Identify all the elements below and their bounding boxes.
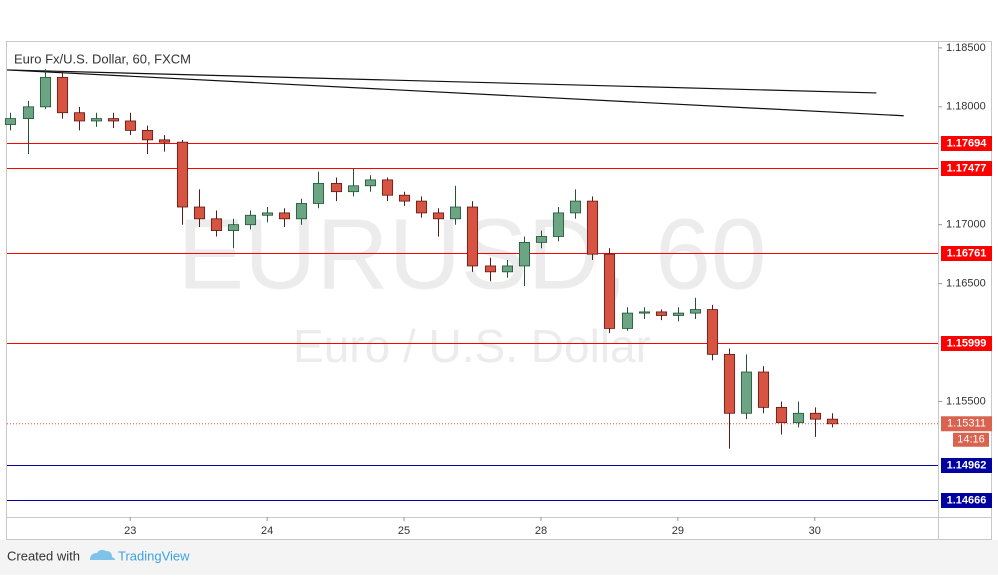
candle-body bbox=[792, 412, 805, 424]
footer-prefix: Created with bbox=[7, 548, 80, 563]
candle-body bbox=[107, 118, 120, 122]
footer-brand[interactable]: TradingView bbox=[118, 548, 190, 563]
candle-body bbox=[158, 139, 171, 143]
countdown-label: 14:16 bbox=[957, 434, 985, 446]
trend-line bbox=[6, 69, 904, 117]
y-tick-label: 1.16500 bbox=[946, 278, 986, 290]
trend-line bbox=[6, 69, 877, 94]
candle-body bbox=[347, 185, 360, 193]
y-tick-label: 1.17000 bbox=[946, 219, 986, 231]
y-tick-label: 1.18000 bbox=[946, 101, 986, 113]
candle-body bbox=[535, 236, 548, 243]
plot bbox=[4, 69, 938, 501]
level-label: 1.15999 bbox=[947, 337, 987, 349]
candle-body bbox=[501, 265, 514, 273]
level-label: 1.14962 bbox=[947, 459, 987, 471]
candle-body bbox=[124, 120, 137, 131]
candle-body bbox=[775, 406, 788, 424]
candle-body bbox=[484, 265, 497, 273]
x-tick-label: 24 bbox=[261, 525, 273, 537]
footer-bg bbox=[0, 540, 998, 575]
candle-body bbox=[210, 218, 223, 231]
candle-body bbox=[518, 241, 531, 267]
candle-body bbox=[176, 141, 189, 208]
candle-body bbox=[552, 212, 565, 237]
candle-body bbox=[432, 212, 445, 220]
level-label-bg bbox=[941, 458, 992, 473]
level-label: 1.17477 bbox=[947, 162, 987, 174]
candle-body bbox=[261, 212, 274, 216]
level-label-bg bbox=[941, 161, 992, 176]
level-label: 1.14666 bbox=[947, 494, 987, 506]
candle-body bbox=[4, 118, 17, 125]
candle-body bbox=[740, 371, 753, 414]
x-tick-label: 25 bbox=[398, 525, 410, 537]
candle-body bbox=[227, 224, 240, 231]
candle-body bbox=[312, 183, 325, 204]
candle-body bbox=[466, 206, 479, 267]
candle-body bbox=[295, 203, 308, 220]
candle-body bbox=[244, 214, 257, 226]
x-tick-label: 29 bbox=[672, 525, 684, 537]
last-price-label: 1.15311 bbox=[947, 418, 986, 430]
frame bbox=[6, 41, 992, 540]
candle-body bbox=[603, 253, 616, 329]
candle-body bbox=[278, 212, 291, 220]
candle-body bbox=[141, 129, 154, 141]
candle-body bbox=[757, 371, 770, 408]
candle-body bbox=[381, 179, 394, 196]
watermark-description: Euro / U.S. Dollar bbox=[293, 320, 651, 372]
candle-body bbox=[723, 353, 736, 414]
candle-body bbox=[569, 200, 582, 214]
candle-body bbox=[330, 183, 343, 193]
candle-body bbox=[364, 179, 377, 187]
level-label-bg bbox=[941, 493, 992, 508]
candle-body bbox=[90, 118, 103, 122]
chart-title: Euro Fx/U.S. Dollar, 60, FXCM bbox=[14, 51, 191, 66]
last-price-bg bbox=[941, 416, 992, 432]
level-label: 1.16761 bbox=[947, 247, 987, 259]
x-tick-label: 30 bbox=[809, 525, 821, 537]
candle-body bbox=[398, 194, 411, 202]
candle-body bbox=[39, 76, 52, 108]
y-tick-label: 1.18500 bbox=[946, 42, 986, 54]
tradingview-logo[interactable] bbox=[90, 549, 115, 560]
candle-body bbox=[706, 309, 719, 355]
level-label: 1.17694 bbox=[947, 137, 988, 149]
candle-body bbox=[586, 200, 599, 255]
candle-body bbox=[638, 311, 651, 314]
candle-body bbox=[826, 418, 839, 425]
candle-body bbox=[415, 200, 428, 214]
x-tick-label: 23 bbox=[124, 525, 136, 537]
candle-body bbox=[655, 311, 668, 316]
level-label-bg bbox=[941, 136, 992, 151]
level-label-bg bbox=[941, 246, 992, 261]
y-tick-label: 1.15500 bbox=[946, 395, 986, 407]
level-label-bg bbox=[941, 336, 992, 351]
candle-body bbox=[73, 112, 86, 122]
candle-body bbox=[193, 206, 206, 220]
candle-body bbox=[621, 312, 634, 329]
candle-body bbox=[56, 76, 69, 114]
candle-body bbox=[22, 106, 35, 120]
candle-body bbox=[672, 312, 685, 316]
candle-body bbox=[809, 412, 822, 420]
countdown-bg bbox=[953, 432, 989, 447]
x-tick-label: 28 bbox=[535, 525, 547, 537]
candle-body bbox=[449, 206, 462, 220]
candle-body bbox=[689, 309, 702, 314]
